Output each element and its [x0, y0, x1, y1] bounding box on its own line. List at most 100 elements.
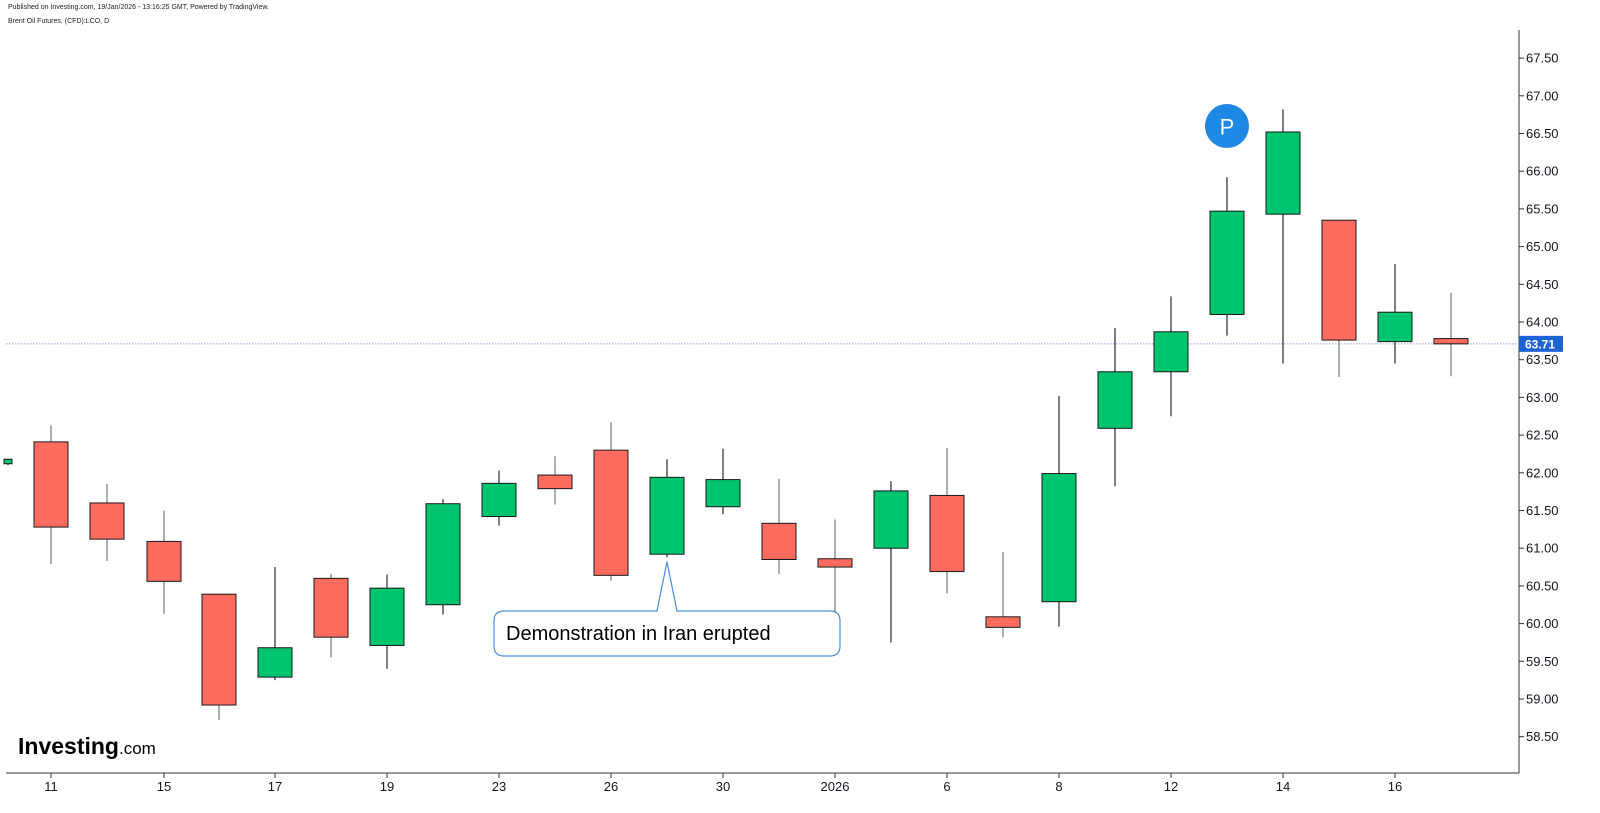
last-price-tag: 63.71 [1519, 335, 1563, 352]
candle-dec-30[interactable] [705, 448, 741, 515]
logo-suffix: .com [119, 739, 156, 758]
candle-body [1209, 210, 1245, 315]
price-tick-label: 59.50 [1526, 654, 1559, 669]
price-tick-label: 58.50 [1526, 729, 1559, 744]
price-tick-label: 64.00 [1526, 315, 1559, 330]
price-tick-label: 63.00 [1526, 390, 1559, 405]
price-axis-labels: 67.50 67.00 66.50 66.00 65.50 65.00 64.50 64.00… [1519, 51, 1559, 744]
candle-jan-6[interactable] [929, 447, 965, 594]
candle-body [89, 502, 125, 540]
candle-body [1041, 473, 1077, 603]
candle-body [1265, 131, 1301, 215]
candles-layer [3, 109, 1469, 721]
candle-dec-10[interactable] [3, 458, 13, 466]
candle-dec-12[interactable] [89, 484, 125, 562]
p-marker-badge[interactable]: P [1205, 104, 1249, 148]
candle-dec-15[interactable] [146, 510, 182, 614]
candle-body [929, 494, 965, 573]
price-tick-label: 63.50 [1526, 352, 1559, 367]
candle-body [257, 647, 293, 678]
last-price-tag-label: 63.71 [1525, 337, 1555, 351]
time-axis-labels: 11 15 17 19 23 26 30 2026 6 8 12 14 16 [44, 773, 1402, 794]
time-tick-label: 12 [1164, 779, 1178, 794]
callout-bubble [493, 561, 841, 657]
candle-jan-2[interactable] [817, 519, 853, 623]
candle-body [3, 458, 13, 465]
p-marker-label: P [1220, 115, 1235, 140]
candle-dec-23[interactable] [481, 470, 517, 526]
candle-jan-9[interactable] [1097, 328, 1133, 487]
published-info: Published on Investing.com, 19/Jan/2026 … [8, 4, 269, 11]
candle-body [705, 479, 741, 508]
time-tick-label: 17 [268, 779, 282, 794]
candle-body [425, 503, 461, 606]
price-tick-label: 61.00 [1526, 541, 1559, 556]
price-tick-label: 67.00 [1526, 88, 1559, 103]
candle-body [761, 522, 797, 561]
price-tick-label: 66.00 [1526, 164, 1559, 179]
candle-jan-16[interactable] [1377, 263, 1413, 364]
candle-dec-16[interactable] [201, 593, 237, 721]
candle-body [369, 587, 405, 646]
price-tick-label: 62.50 [1526, 428, 1559, 443]
candle-body [313, 577, 349, 638]
candle-body [873, 490, 909, 549]
candle-jan-19[interactable] [1433, 292, 1469, 377]
candle-dec-18[interactable] [313, 573, 349, 658]
candle-body [1433, 338, 1469, 345]
price-tick-label: 66.50 [1526, 126, 1559, 141]
time-tick-label: 30 [716, 779, 730, 794]
price-tick-label: 60.50 [1526, 578, 1559, 593]
candle-body [33, 441, 69, 528]
time-tick-label: 26 [604, 779, 618, 794]
candle-dec-11[interactable] [33, 425, 69, 565]
price-tick-label: 67.50 [1526, 51, 1559, 66]
candle-body [817, 558, 853, 568]
time-tick-label: 6 [943, 779, 950, 794]
candle-body [1097, 371, 1133, 429]
time-tick-label: 19 [380, 779, 394, 794]
candle-body [593, 449, 629, 576]
time-tick-label: 2026 [821, 779, 850, 794]
candle-dec-31[interactable] [761, 478, 797, 574]
candle-dec-22[interactable] [425, 499, 461, 615]
price-tick-label: 60.00 [1526, 616, 1559, 631]
candle-jan-14[interactable] [1265, 109, 1301, 364]
price-tick-label: 65.00 [1526, 239, 1559, 254]
candle-dec-17[interactable] [257, 567, 293, 681]
candle-jan-5[interactable] [873, 481, 909, 643]
last-price-tag-bg [1519, 335, 1563, 352]
candle-jan-13[interactable] [1209, 177, 1245, 336]
annotation-text: Demonstration in Iran erupted [506, 623, 771, 645]
time-tick-label: 14 [1276, 779, 1290, 794]
candle-body [201, 593, 237, 706]
candle-body [146, 540, 182, 582]
price-tick-label: 64.50 [1526, 277, 1559, 292]
symbol-title: Brent Oil Futures, (CFD):LCO, D [8, 18, 110, 25]
price-tick-label: 61.50 [1526, 503, 1559, 518]
candle-jan-7[interactable] [985, 551, 1021, 638]
annotation-callout[interactable]: Demonstration in Iran erupted [493, 561, 841, 657]
p-marker-circle [1205, 104, 1249, 148]
investing-logo: Investing.com [18, 733, 156, 759]
time-tick-label: 16 [1388, 779, 1402, 794]
logo-main: Investing [18, 733, 119, 759]
time-tick-label: 8 [1055, 779, 1062, 794]
candle-body [537, 474, 573, 490]
time-tick-label: 15 [157, 779, 171, 794]
candle-jan-15[interactable] [1321, 219, 1357, 378]
candle-body [985, 616, 1021, 628]
candle-jan-8[interactable] [1041, 395, 1077, 627]
last-price-layer: 63.71 [6, 335, 1563, 352]
candle-dec-19[interactable] [369, 574, 405, 669]
price-tick-label: 65.50 [1526, 201, 1559, 216]
logo-wordmark: Investing.com [18, 733, 156, 759]
candle-body [481, 482, 517, 518]
candle-dec-29[interactable] [649, 459, 685, 558]
time-tick-label: 11 [44, 779, 58, 794]
time-tick-label: 23 [492, 779, 506, 794]
candle-dec-24[interactable] [537, 456, 573, 505]
candle-dec-26[interactable] [593, 422, 629, 581]
candle-jan-12[interactable] [1153, 296, 1189, 417]
